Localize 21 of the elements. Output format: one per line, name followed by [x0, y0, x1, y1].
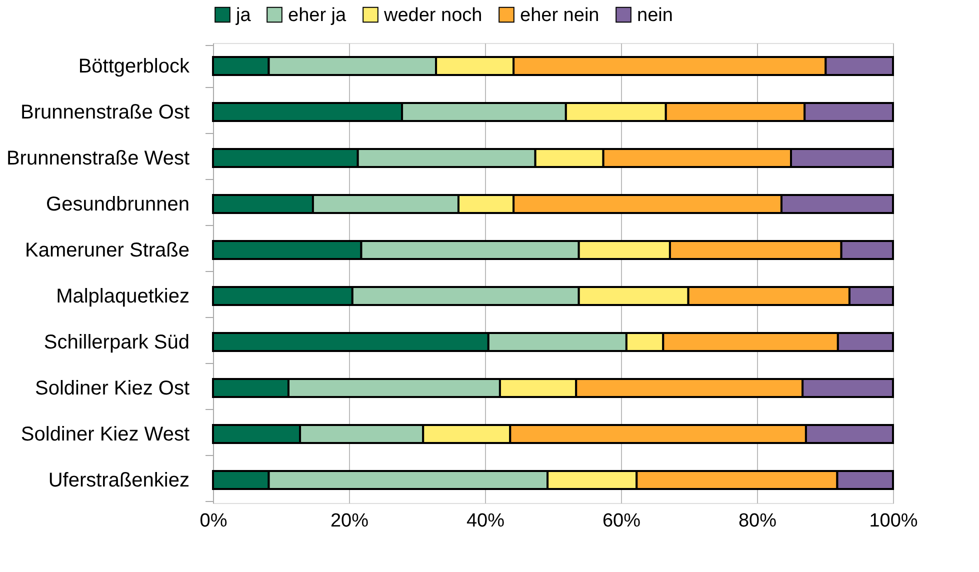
x-tick-label: 100%: [869, 510, 918, 532]
y-tick-label: Brunnenstraße West: [6, 148, 190, 170]
y-tick-label: Soldiner Kiez West: [20, 424, 190, 446]
x-tick-label: 20%: [330, 510, 369, 532]
y-tick-label: Uferstraßenkiez: [48, 470, 190, 492]
y-tick-label: Böttgerblock: [78, 56, 190, 78]
legend-label: nein: [637, 4, 673, 26]
y-tick-label: Schillerpark Süd: [44, 332, 190, 354]
y-tick-label: Soldiner Kiez Ost: [34, 378, 190, 400]
legend-label: ja: [235, 4, 252, 26]
y-tick-label: Malplaquetkiez: [56, 286, 190, 308]
x-tick-label: 40%: [466, 510, 505, 532]
x-tick-label: 60%: [602, 510, 641, 532]
y-tick-label: Brunnenstraße Ost: [20, 102, 190, 124]
x-tick-label: 80%: [738, 510, 777, 532]
x-tick-label: 0%: [200, 510, 228, 532]
legend-label: weder noch: [383, 4, 482, 26]
y-tick-label: Gesundbrunnen: [46, 194, 190, 216]
legend-label: eher ja: [288, 4, 347, 26]
y-tick-label: Kameruner Straße: [24, 240, 190, 262]
legend-label: eher nein: [520, 4, 600, 26]
